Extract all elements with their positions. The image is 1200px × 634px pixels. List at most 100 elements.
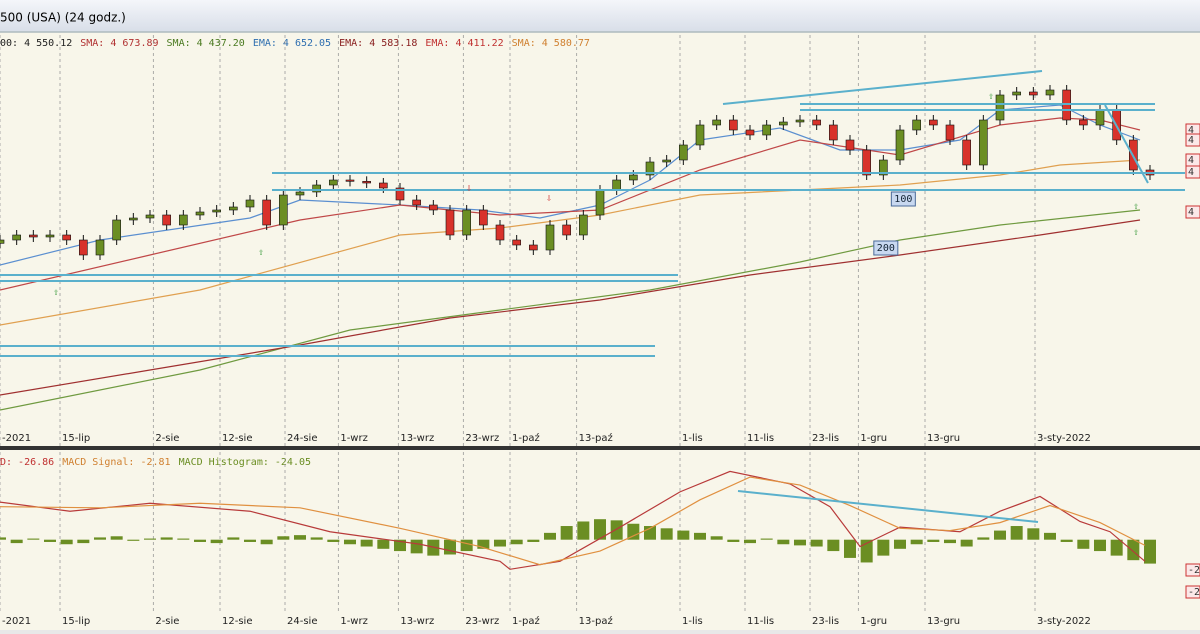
candle-body: [829, 124, 838, 141]
histogram-bar: [194, 539, 206, 542]
candle-body: [845, 139, 855, 151]
legend-entry: EMA: 4 583.18: [339, 38, 417, 49]
candle-body: [529, 244, 538, 251]
candle-body: [1029, 91, 1038, 96]
candle-body: [662, 159, 671, 163]
candle-body: [595, 189, 605, 216]
candle-body: [945, 124, 955, 141]
histogram-bar: [694, 532, 706, 540]
candle-body: [445, 209, 455, 236]
candle-body: [145, 214, 155, 219]
candle-body: [279, 194, 288, 226]
legend-entry: SMA: 4 580.77: [512, 38, 590, 49]
candle-body: [429, 204, 438, 211]
price-tag: [1185, 165, 1200, 179]
histogram-bar: [660, 528, 673, 540]
ma-label: 100: [894, 194, 912, 205]
candle-body: [45, 234, 55, 238]
histogram-bar: [0, 537, 6, 540]
candle-body: [1095, 109, 1105, 126]
histogram-bar: [877, 539, 890, 556]
candle-body: [0, 239, 5, 244]
candle-body: [112, 219, 121, 241]
candle-body: [895, 129, 905, 161]
legend-entry: MACD Signal: -2.81: [62, 457, 170, 468]
x-tick-label: 23-lis: [812, 616, 839, 627]
candle-body: [412, 199, 421, 206]
histogram-bar: [444, 539, 456, 555]
panel-separator: [0, 446, 1200, 450]
ma-label-box: [873, 240, 899, 256]
histogram-bar: [560, 526, 573, 540]
candle-body: [162, 214, 171, 226]
legend-entry: D: -26.86: [0, 457, 54, 468]
buy-arrow: ⇧: [988, 91, 994, 102]
legend-entry: SMA: 4 673.89: [80, 38, 158, 49]
histogram-bar: [944, 539, 956, 544]
price-tag-label: 4: [1188, 135, 1194, 146]
histogram-bar: [1127, 539, 1140, 561]
candle-body: [912, 119, 921, 131]
value-tag: [1185, 585, 1200, 599]
histogram-bar: [460, 539, 473, 552]
candle-body: [195, 211, 205, 216]
histogram-bar: [1060, 539, 1073, 542]
x-tick-label: 13-paź: [579, 615, 613, 627]
candle-body: [862, 149, 871, 176]
candle-body: [695, 124, 705, 146]
buy-arrow: ⇧: [1133, 227, 1139, 238]
x-tick-label: 23-wrz: [465, 433, 499, 444]
x-tick-label: 24-sie: [287, 616, 317, 627]
candle-body: [462, 209, 471, 236]
histogram-bar: [94, 537, 106, 540]
histogram-bar: [727, 539, 740, 542]
x-tick-label: 3-sty-2022: [1037, 616, 1091, 627]
candle-body: [129, 217, 138, 221]
candle-body: [979, 119, 988, 166]
candle-body: [712, 119, 721, 126]
histogram-bar: [977, 537, 990, 540]
histogram-bar: [1010, 526, 1023, 540]
trend-line: [1104, 104, 1149, 184]
price-tag-label: 4: [1188, 167, 1194, 178]
histogram-bar: [777, 539, 790, 545]
histogram-bar: [910, 539, 923, 545]
ma-label: 200: [877, 243, 895, 254]
macd-panel: [0, 450, 1200, 630]
legend-entry: 00: 4 550.12: [0, 38, 72, 49]
histogram-bar: [10, 539, 23, 544]
x-tick-label: 13-paź: [579, 432, 613, 444]
legend-entry: EMA: 4 411.22: [425, 38, 503, 49]
x-tick-label: 24-sie: [287, 433, 317, 444]
candle-body: [545, 224, 555, 251]
x-tick-label: 15-lip: [62, 616, 90, 627]
legend-entry: MACD Histogram: -24.05: [179, 457, 311, 468]
histogram-bar: [527, 539, 540, 542]
signal-arrows: ⇧ ⇧ ⇩ ⇩ ⇧ ⇧ ⇧: [53, 91, 1139, 298]
histogram-bar: [994, 530, 1006, 540]
histogram-bar: [277, 536, 290, 540]
candle-body: [29, 234, 38, 238]
histogram-bar: [260, 539, 273, 545]
x-tick-label: 1-lis: [682, 433, 703, 444]
x-tick-label: 13-gru: [927, 433, 960, 444]
price-tag-label: 4: [1188, 155, 1194, 166]
divergence-line: [737, 490, 1039, 523]
candle-body: [245, 199, 255, 208]
x-tick-label: 13-wrz: [400, 616, 434, 627]
histogram-bar: [894, 539, 906, 549]
histogram-bar: [44, 539, 56, 542]
histogram-bar: [544, 532, 556, 540]
x-tick-label: 1-paź: [512, 432, 540, 444]
candle-body: [229, 206, 238, 211]
indicator-line: [0, 159, 1141, 326]
candle-body: [79, 239, 88, 256]
x-tick-label: 12-sie: [222, 616, 252, 627]
x-tick-label: 13-gru: [927, 616, 960, 627]
sell-arrow: ⇩: [466, 183, 472, 194]
candle-body: [329, 179, 338, 186]
histogram-bar: [627, 523, 640, 540]
candle-body: [479, 209, 488, 226]
histogram-bar: [327, 539, 340, 542]
candle-body: [929, 119, 938, 126]
